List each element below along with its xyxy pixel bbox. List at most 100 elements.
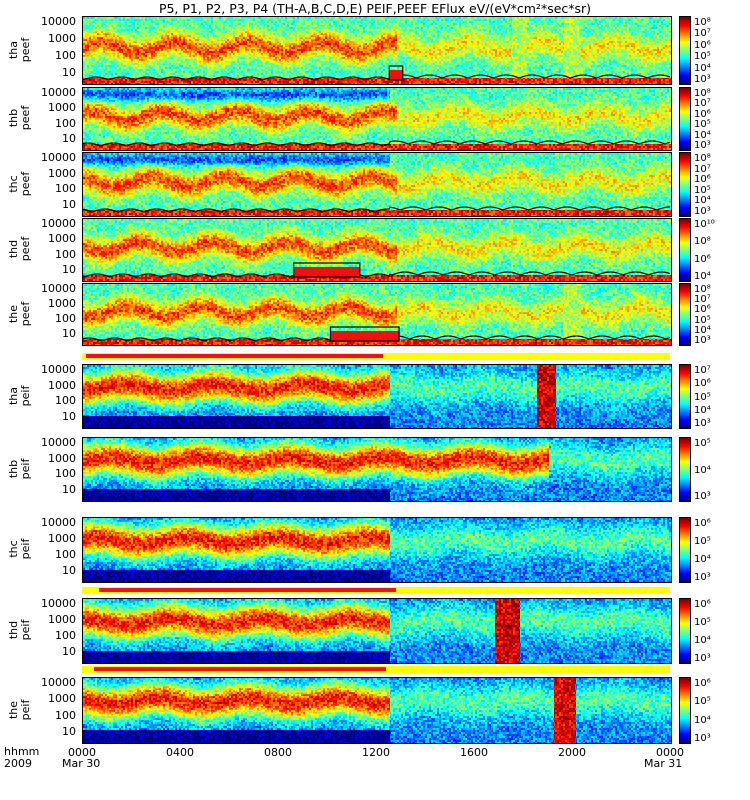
y-tick-label: 10 <box>62 410 76 423</box>
colorbar-tick-label: 10³ <box>694 491 711 502</box>
red-bar-10 <box>94 667 386 671</box>
panel-label-8: thc peif <box>7 538 32 560</box>
colorbar-2 <box>679 87 691 151</box>
y-tick-label: 100 <box>55 394 76 408</box>
y-tick-label: 100 <box>55 116 76 130</box>
colorbar-tick-label: 10⁴ <box>694 195 711 207</box>
y-tick-label: 100 <box>55 467 76 481</box>
colorbar-tick-label: 10⁴ <box>694 404 711 416</box>
colorbar-9 <box>679 598 691 664</box>
y-tick-label: 1000 <box>48 101 76 115</box>
colorbar-tick-label: 10⁵ <box>694 536 711 547</box>
colorbar-tick-label: 10⁵ <box>694 696 711 708</box>
spectrogram-panel-9 <box>82 598 672 664</box>
y-tick-label: 10000 <box>41 217 76 230</box>
colorbar-tick-label: 10⁴ <box>694 635 711 646</box>
colorbar-tick-label: 10⁷ <box>694 294 711 306</box>
y-tick-label: 1000 <box>48 166 76 180</box>
colorbar-tick-label: 10³ <box>694 572 711 583</box>
y-tick-label: 10 <box>62 725 76 738</box>
y-tick-label: 1000 <box>48 692 76 706</box>
y-tick-label: 10 <box>62 645 76 658</box>
colorbar-tick-label: 10⁸ <box>694 284 711 295</box>
y-tick-label: 10000 <box>41 86 76 99</box>
y-tick-label: 10000 <box>41 516 76 529</box>
colorbar-tick-label: 10⁶ <box>694 378 711 390</box>
y-tick-label: 1000 <box>48 297 76 310</box>
y-tick-label: 100 <box>55 708 76 722</box>
colorbar-tick-label: 10⁸ <box>694 88 711 99</box>
colorbar-tick-label: 10⁷ <box>694 163 711 175</box>
x-axis-date-end: Mar 31 <box>644 757 683 770</box>
colorbar-tick-label: 10⁷ <box>694 28 711 40</box>
colorbar-tick-label: 10⁸ <box>694 17 711 28</box>
colorbar-tick-label: 10⁶ <box>694 253 711 265</box>
y-tick-label: 10 <box>62 564 76 577</box>
colorbar-tick-label: 10⁴ <box>694 324 711 336</box>
y-tick-label: 10 <box>62 327 76 340</box>
colorbar-tick-label: 10⁴ <box>694 129 711 141</box>
y-tick-label: 10000 <box>41 436 76 449</box>
y-tick-label: 1000 <box>48 532 76 545</box>
x-tick-label: 0800 <box>264 746 292 759</box>
y-tick-label: 100 <box>55 247 76 261</box>
y-tick-label: 1000 <box>48 232 76 246</box>
panel-label-3: thc peef <box>7 171 32 196</box>
colorbar-tick-label: 10³ <box>694 418 711 429</box>
x-tick-label: 1600 <box>460 746 488 759</box>
y-tick-label: 10000 <box>41 282 76 295</box>
y-tick-label: 1000 <box>48 613 76 626</box>
colorbar-tick-label: 10⁷ <box>694 365 711 376</box>
spectrogram-panel-8 <box>82 517 672 583</box>
y-tick-label: 100 <box>55 312 76 325</box>
x-tick-label: 0000 <box>68 746 96 759</box>
colorbar-tick-label: 10⁵ <box>694 314 711 326</box>
colorbar-4 <box>679 218 691 282</box>
colorbar-tick-label: 10⁴ <box>694 271 711 282</box>
colorbar-tick-label: 10⁴ <box>694 464 711 476</box>
colorbar-tick-label: 10³ <box>694 335 711 346</box>
spectrogram-panel-3 <box>82 152 672 217</box>
y-tick-label: 100 <box>55 629 76 642</box>
spectrogram-panel-5 <box>82 283 672 346</box>
y-tick-label: 10 <box>62 263 76 276</box>
colorbar-tick-label: 10³ <box>694 140 711 151</box>
colorbar-6 <box>679 364 691 429</box>
figure-title: P5, P1, P2, P3, P4 (TH-A,B,C,D,E) PEIF,P… <box>158 1 592 16</box>
panel-label-1: tha peef <box>7 37 32 62</box>
y-tick-label: 10 <box>62 132 76 145</box>
x-tick-label: 2000 <box>558 746 586 759</box>
colorbar-tick-label: 10⁵ <box>694 119 711 131</box>
y-tick-label: 1000 <box>48 378 76 392</box>
spectrogram-panel-4 <box>82 218 672 282</box>
colorbar-tick-label: 10⁵ <box>694 391 711 403</box>
colorbar-tick-label: 10³ <box>694 653 711 664</box>
y-tick-label: 10000 <box>41 15 76 28</box>
colorbar-tick-label: 10⁵ <box>694 184 711 196</box>
spectrogram-panel-7 <box>82 437 672 502</box>
colorbar-tick-label: 10¹⁰ <box>694 219 715 230</box>
y-tick-label: 1000 <box>48 32 76 45</box>
y-tick-label: 100 <box>55 49 76 62</box>
x-axis-date-start: Mar 30 <box>62 757 101 770</box>
y-tick-label: 100 <box>55 182 76 196</box>
y-tick-label: 1000 <box>48 451 76 465</box>
panel-label-10: the peif <box>7 699 32 720</box>
colorbar-tick-label: 10⁸ <box>694 236 711 248</box>
colorbar-10 <box>679 677 691 744</box>
x-axis-label-hhmm: hhmm <box>4 745 40 758</box>
colorbar-tick-label: 10⁶ <box>694 599 711 610</box>
colorbar-3 <box>679 152 691 217</box>
spectrogram-panel-1 <box>82 16 672 85</box>
spectrogram-panel-2 <box>82 87 672 151</box>
spectrogram-panel-6 <box>82 364 672 429</box>
colorbar-tick-label: 10⁶ <box>694 39 711 51</box>
x-tick-label: 0000 <box>656 746 684 759</box>
panel-label-2: thb peef <box>7 105 32 131</box>
colorbar-tick-label: 10⁵ <box>694 438 711 449</box>
colorbar-tick-label: 10³ <box>694 206 711 217</box>
colorbar-tick-label: 10⁶ <box>694 108 711 120</box>
panel-label-6: tha peif <box>7 385 32 406</box>
colorbar-5 <box>679 283 691 346</box>
